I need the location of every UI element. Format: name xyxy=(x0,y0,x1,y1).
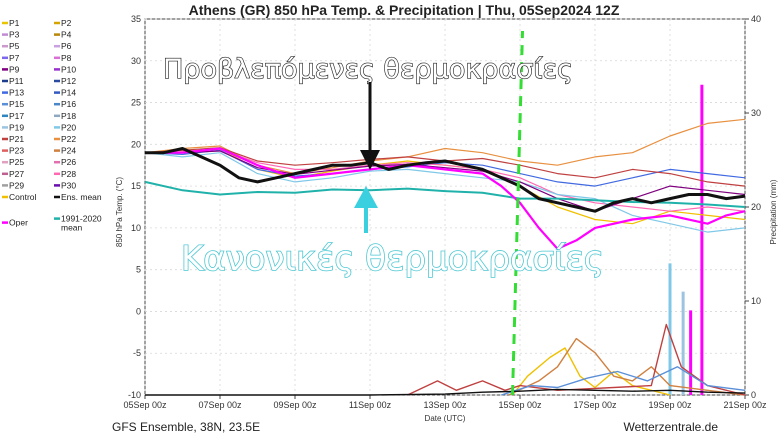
series-line xyxy=(145,147,746,213)
x-tick-label: 07Sep 00z xyxy=(198,400,242,410)
legend-label: P12 xyxy=(61,76,76,86)
legend-label: P29 xyxy=(9,180,24,190)
forecast-annotation: Προβλεπόμενες θερμοκρασίες xyxy=(163,54,573,85)
legend-label: P25 xyxy=(9,157,24,167)
legend-label: P24 xyxy=(61,146,76,156)
series-line xyxy=(145,150,746,212)
y-tick-left: 5 xyxy=(136,265,141,275)
legend-label: P8 xyxy=(61,53,72,63)
y-tick-left: 35 xyxy=(131,14,141,24)
y-tick-left: 0 xyxy=(136,306,141,316)
legend-label: P28 xyxy=(61,169,76,179)
x-tick-label: 17Sep 00z xyxy=(573,400,617,410)
legend-label: P22 xyxy=(61,134,76,144)
legend-label: P9 xyxy=(9,64,20,74)
legend-label: P19 xyxy=(9,122,24,132)
y-axis-left-label: 850 hPa Temp. (°C) xyxy=(115,177,124,248)
chart-title: Athens (GR) 850 hPa Temp. & Precipitatio… xyxy=(189,2,620,18)
y-tick-right: 10 xyxy=(751,296,761,306)
legend: P1 P2 P3 P4 P5 P6 P7 P8 P9 P10 P11 P12 P13 P14 P15 P16 P… xyxy=(2,18,102,233)
legend-label: P15 xyxy=(9,99,24,109)
x-axis-label: Date (UTC) xyxy=(425,414,466,423)
y-tick-left: 30 xyxy=(131,56,141,66)
precip-layer xyxy=(145,84,746,396)
legend-label: 1991-2020 xyxy=(61,214,102,224)
left-axis: 35 30 25 20 15 10 5 0 -5 -10 xyxy=(128,14,141,400)
legend-label: P6 xyxy=(61,41,72,51)
legend-label: P23 xyxy=(9,146,24,156)
legend-label: P2 xyxy=(61,18,72,28)
y-axis-right-label: Precipitation (mm) xyxy=(769,179,778,244)
y-tick-right: 30 xyxy=(751,108,761,118)
precip-line xyxy=(145,388,746,396)
forecast-arrow xyxy=(360,82,380,170)
y-tick-left: 20 xyxy=(131,139,141,149)
x-axis: 05Sep 00z 07Sep 00z 09Sep 00z 11Sep 00z 13Se… xyxy=(123,395,767,410)
series-line xyxy=(144,148,746,212)
legend-label: P5 xyxy=(9,41,20,51)
x-tick-label: 09Sep 00z xyxy=(273,400,317,410)
precip-line xyxy=(508,337,746,396)
legend-label: P1 xyxy=(9,18,20,28)
x-tick-label: 13Sep 00z xyxy=(423,400,467,410)
series-layer xyxy=(144,118,746,250)
plot-frame xyxy=(144,18,746,396)
legend-label: P27 xyxy=(9,169,24,179)
y-tick-left: 15 xyxy=(131,181,141,191)
x-tick-label: 19Sep 00z xyxy=(648,400,692,410)
legend-label: P7 xyxy=(9,53,20,63)
legend-label: P17 xyxy=(9,111,24,121)
y-tick-left: 10 xyxy=(131,223,141,233)
legend-label: P21 xyxy=(9,134,24,144)
precip-line xyxy=(511,347,671,396)
right-axis: 40 30 20 10 0 xyxy=(745,14,761,400)
legend-label: Oper xyxy=(9,218,28,228)
precip-line xyxy=(407,323,746,396)
legend-label: P14 xyxy=(61,88,76,98)
series-line xyxy=(144,149,746,187)
legend-label: P3 xyxy=(9,30,20,40)
y-tick-right: 40 xyxy=(751,14,761,24)
y-tick-left: -5 xyxy=(133,348,141,358)
y-tick-right: 20 xyxy=(751,202,761,212)
x-tick-label: 15Sep 00z xyxy=(498,400,542,410)
legend-label: P26 xyxy=(61,157,76,167)
legend-label: P30 xyxy=(61,180,76,190)
legend-label: P4 xyxy=(61,30,72,40)
x-tick-label: 11Sep 00z xyxy=(349,400,392,410)
legend-label: mean xyxy=(61,223,83,233)
forecast-divider-line xyxy=(511,30,524,396)
legend-label: P18 xyxy=(61,111,76,121)
footer-model: GFS Ensemble, 38N, 23.5E xyxy=(112,420,260,434)
precip-line xyxy=(501,366,746,396)
legend-label: P20 xyxy=(61,122,76,132)
plot-area xyxy=(144,18,746,396)
legend-label: P10 xyxy=(61,64,76,74)
x-tick-label: 21Sep 00z xyxy=(723,400,767,410)
legend-label: Control xyxy=(9,192,37,202)
legend-label: P16 xyxy=(61,99,76,109)
normal-arrow xyxy=(354,186,378,233)
y-tick-left: 25 xyxy=(131,98,141,108)
legend-label: P13 xyxy=(9,88,24,98)
y-tick-right: 0 xyxy=(751,390,756,400)
y-tick-left: -10 xyxy=(128,390,141,400)
x-tick-label: 05Sep 00z xyxy=(123,400,167,410)
legend-label: Ens. mean xyxy=(61,192,102,202)
series-line xyxy=(145,147,746,250)
normal-annotation: Κανονικές θερμοκρασίες xyxy=(181,239,604,279)
legend-label: P11 xyxy=(9,76,24,86)
footer-source: Wetterzentrale.de xyxy=(624,420,719,434)
